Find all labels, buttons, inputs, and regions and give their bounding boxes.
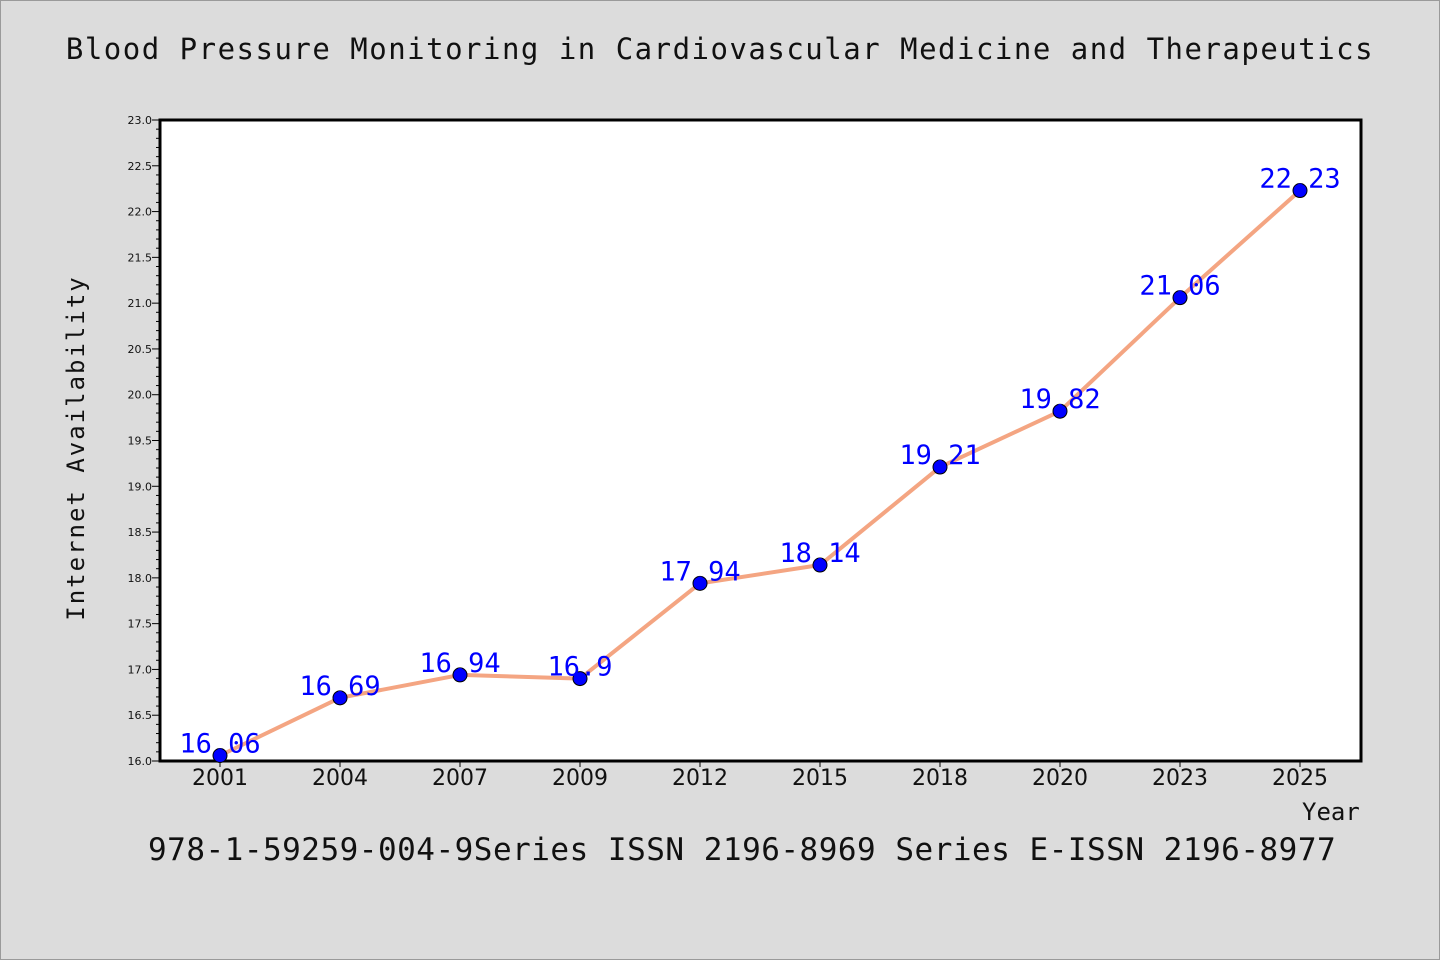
y-tick-label: 17.5 <box>128 618 153 631</box>
y-tick-label: 21.0 <box>128 297 153 310</box>
data-label: 17.94 <box>659 556 740 587</box>
y-tick-label: 22.5 <box>128 160 153 173</box>
y-tick-label: 20.0 <box>128 389 153 402</box>
y-tick-label: 18.5 <box>128 526 153 539</box>
data-point <box>1052 403 1068 419</box>
data-point <box>332 690 348 706</box>
y-tick-label: 19.5 <box>128 435 153 448</box>
y-tick-label: 20.5 <box>128 343 153 356</box>
x-axis-ticks: 2001 2004 2007 2009 2012 2015 2018 2020 2023 2025 <box>192 761 1328 791</box>
data-point <box>212 748 228 764</box>
data-point <box>932 459 948 475</box>
data-label: 21.06 <box>1139 271 1220 302</box>
x-tick-label: 2020 <box>1032 766 1088 791</box>
data-label: 18.14 <box>779 538 860 569</box>
data-labels: 16.06 16.69 16.94 16.9 17.94 18.14 19.21 19.82 2… <box>179 164 1340 760</box>
data-label: 19.82 <box>1019 384 1100 415</box>
data-label: 16.9 <box>547 652 612 683</box>
y-tick-label: 21.5 <box>128 251 153 264</box>
y-axis-ticks: 16.0 16.5 17.0 17.5 18.0 18.5 19.0 19.5 20.0 20.5… <box>128 114 160 768</box>
series-layer <box>212 183 1308 764</box>
x-tick-label: 2009 <box>552 766 608 791</box>
x-tick-label: 2015 <box>792 766 848 791</box>
data-label: 22.23 <box>1259 164 1340 195</box>
y-tick-label: 22.0 <box>128 206 153 219</box>
x-tick-label: 2012 <box>672 766 728 791</box>
footer-note: 978-1-59259-004-9Series ISSN 2196-8969 S… <box>148 832 1337 868</box>
x-axis-label: Year <box>1302 798 1360 826</box>
y-tick-label: 19.0 <box>128 480 153 493</box>
y-tick-label: 23.0 <box>128 114 153 127</box>
x-tick-label: 2018 <box>912 766 968 791</box>
data-label: 16.06 <box>179 729 260 760</box>
data-point <box>692 575 708 591</box>
data-point <box>572 671 588 687</box>
data-point <box>812 557 828 573</box>
plot-area <box>158 118 1363 763</box>
chart-title: Blood Pressure Monitoring in Cardiovascu… <box>65 32 1375 66</box>
data-label: 16.69 <box>299 671 380 702</box>
y-tick-label: 16.5 <box>128 709 153 722</box>
x-tick-label: 2023 <box>1152 766 1208 791</box>
data-label: 19.21 <box>899 440 980 471</box>
x-tick-label: 2007 <box>432 766 488 791</box>
series-line <box>219 189 1302 758</box>
data-point <box>452 667 468 683</box>
x-tick-label: 2004 <box>312 766 368 791</box>
y-tick-label: 18.0 <box>128 572 153 585</box>
data-point <box>1292 183 1308 199</box>
data-label: 16.94 <box>419 648 500 679</box>
x-tick-label: 2001 <box>192 766 248 791</box>
x-tick-label: 2025 <box>1272 766 1328 791</box>
data-point <box>1172 290 1188 306</box>
y-tick-label: 17.0 <box>128 663 153 676</box>
y-tick-label: 16.0 <box>128 755 153 768</box>
